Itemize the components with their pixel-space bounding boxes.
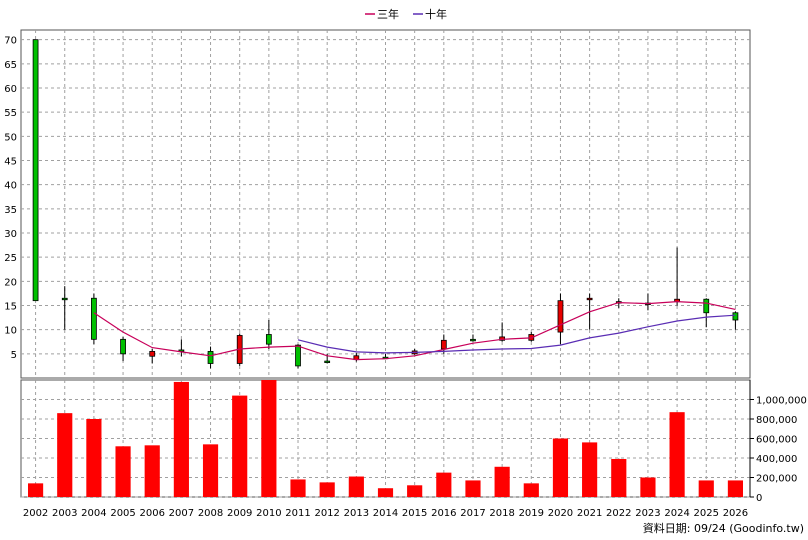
x-tick-label: 2003: [52, 508, 77, 519]
volume-bar: [261, 380, 277, 497]
x-tick-label: 2009: [227, 508, 252, 519]
volume-bar: [552, 438, 569, 497]
volume-tick-label: 200,000: [756, 474, 797, 485]
volume-bar: [86, 419, 102, 497]
candle-body: [61, 297, 68, 301]
volume-bar: [640, 477, 656, 497]
volume-bar: [698, 480, 714, 497]
price-tick-label: 15: [4, 302, 17, 313]
volume-bar: [144, 445, 160, 497]
volume-bar: [582, 442, 598, 497]
price-tick-label: 20: [4, 277, 17, 288]
legend-label: 十年: [425, 7, 447, 21]
x-tick-label: 2016: [431, 508, 456, 519]
candle-body: [120, 338, 126, 355]
price-panel: 5 10 15 20 25 30 35 40 45 50 55 60 65 70: [4, 29, 751, 379]
x-tick-label: 2026: [723, 508, 748, 519]
price-tick-label: 50: [4, 132, 17, 143]
ma-line-ten-year: [297, 314, 736, 354]
candle-body: [207, 351, 214, 364]
price-tick-label: 5: [11, 350, 17, 361]
x-tick-label: 2011: [285, 508, 310, 519]
candle-body: [557, 300, 564, 333]
volume-bar: [465, 480, 481, 497]
volume-bar: [57, 413, 73, 497]
price-tick-label: 25: [4, 253, 17, 264]
candle-body: [295, 344, 301, 367]
x-tick-label: 2015: [402, 508, 427, 519]
legend: 三年 十年: [365, 7, 447, 21]
volume-bar: [523, 483, 539, 497]
x-tick-label: 2021: [577, 508, 602, 519]
x-tick-label: 2019: [519, 508, 544, 519]
x-tick-label: 2022: [606, 508, 631, 519]
x-tick-label: 2012: [314, 508, 339, 519]
volume-tick-label: 1,000,000: [756, 396, 807, 407]
volume-bar: [27, 483, 44, 497]
candle-body: [732, 312, 739, 321]
volume-bar: [115, 446, 131, 497]
price-tick-label: 10: [4, 326, 17, 337]
price-tick-label: 35: [4, 205, 17, 216]
legend-entry: 十年: [413, 7, 447, 21]
volume-bar: [202, 444, 219, 497]
x-tick-label: 2005: [110, 508, 135, 519]
volume-tick-label: 0: [756, 493, 762, 504]
volume-bar: [494, 466, 510, 497]
x-tick-label: 2010: [256, 508, 281, 519]
x-tick-label: 2024: [664, 508, 689, 519]
volume-panel: 0 200,000 400,000 600,000 800,000 1,000,000: [20, 379, 807, 504]
x-tick-label: 2023: [635, 508, 660, 519]
candle-body: [265, 334, 272, 345]
candle-body: [324, 360, 331, 363]
volume-bar: [377, 488, 394, 497]
source-note: 資料日期: 09/24 (Goodinfo.tw): [643, 521, 804, 535]
x-tick-label: 2004: [81, 508, 106, 519]
x-tick-label: 2018: [489, 508, 514, 519]
x-tick-label: 2014: [373, 508, 398, 519]
legend-entry: 三年: [365, 7, 399, 21]
volume-bar: [669, 412, 685, 497]
volume-bar: [319, 482, 335, 497]
candle-body: [703, 298, 710, 314]
volume-bar: [173, 381, 189, 497]
candle-body: [470, 338, 476, 342]
x-tick-label: 2007: [169, 508, 194, 519]
ma-line-three-year: [93, 300, 736, 361]
volume-bar: [348, 476, 364, 497]
volume-bar: [232, 395, 248, 497]
x-tick-label: 2008: [198, 508, 223, 519]
candle-body: [586, 297, 593, 301]
legend-label: 三年: [377, 7, 399, 21]
price-tick-label: 55: [4, 108, 17, 119]
price-tick-label: 65: [4, 60, 17, 71]
volume-tick-label: 800,000: [756, 415, 797, 426]
volume-bar: [727, 480, 744, 497]
volume-bar: [436, 472, 452, 497]
x-tick-label: 2013: [344, 508, 369, 519]
volume-bar: [407, 485, 423, 497]
volume-bar: [611, 458, 627, 497]
candle-body: [32, 39, 39, 302]
price-tick-label: 70: [4, 36, 17, 47]
x-tick-label: 2002: [23, 508, 48, 519]
candle-body: [440, 339, 447, 350]
volume-tick-label: 400,000: [756, 454, 797, 465]
volume-tick-label: 600,000: [756, 435, 797, 446]
x-axis: 2002 2003 2004 2005 2006 2007 2008 2009 2010 2011…: [23, 508, 748, 519]
x-tick-label: 2020: [548, 508, 573, 519]
price-tick-label: 60: [4, 84, 17, 95]
x-tick-label: 2025: [694, 508, 719, 519]
price-tick-label: 45: [4, 157, 17, 168]
price-tick-label: 30: [4, 229, 17, 240]
x-tick-label: 2006: [139, 508, 164, 519]
volume-bar: [290, 479, 306, 497]
price-tick-label: 40: [4, 181, 17, 192]
candle-body: [91, 297, 97, 340]
candle-body: [149, 351, 156, 357]
x-tick-label: 2017: [460, 508, 485, 519]
